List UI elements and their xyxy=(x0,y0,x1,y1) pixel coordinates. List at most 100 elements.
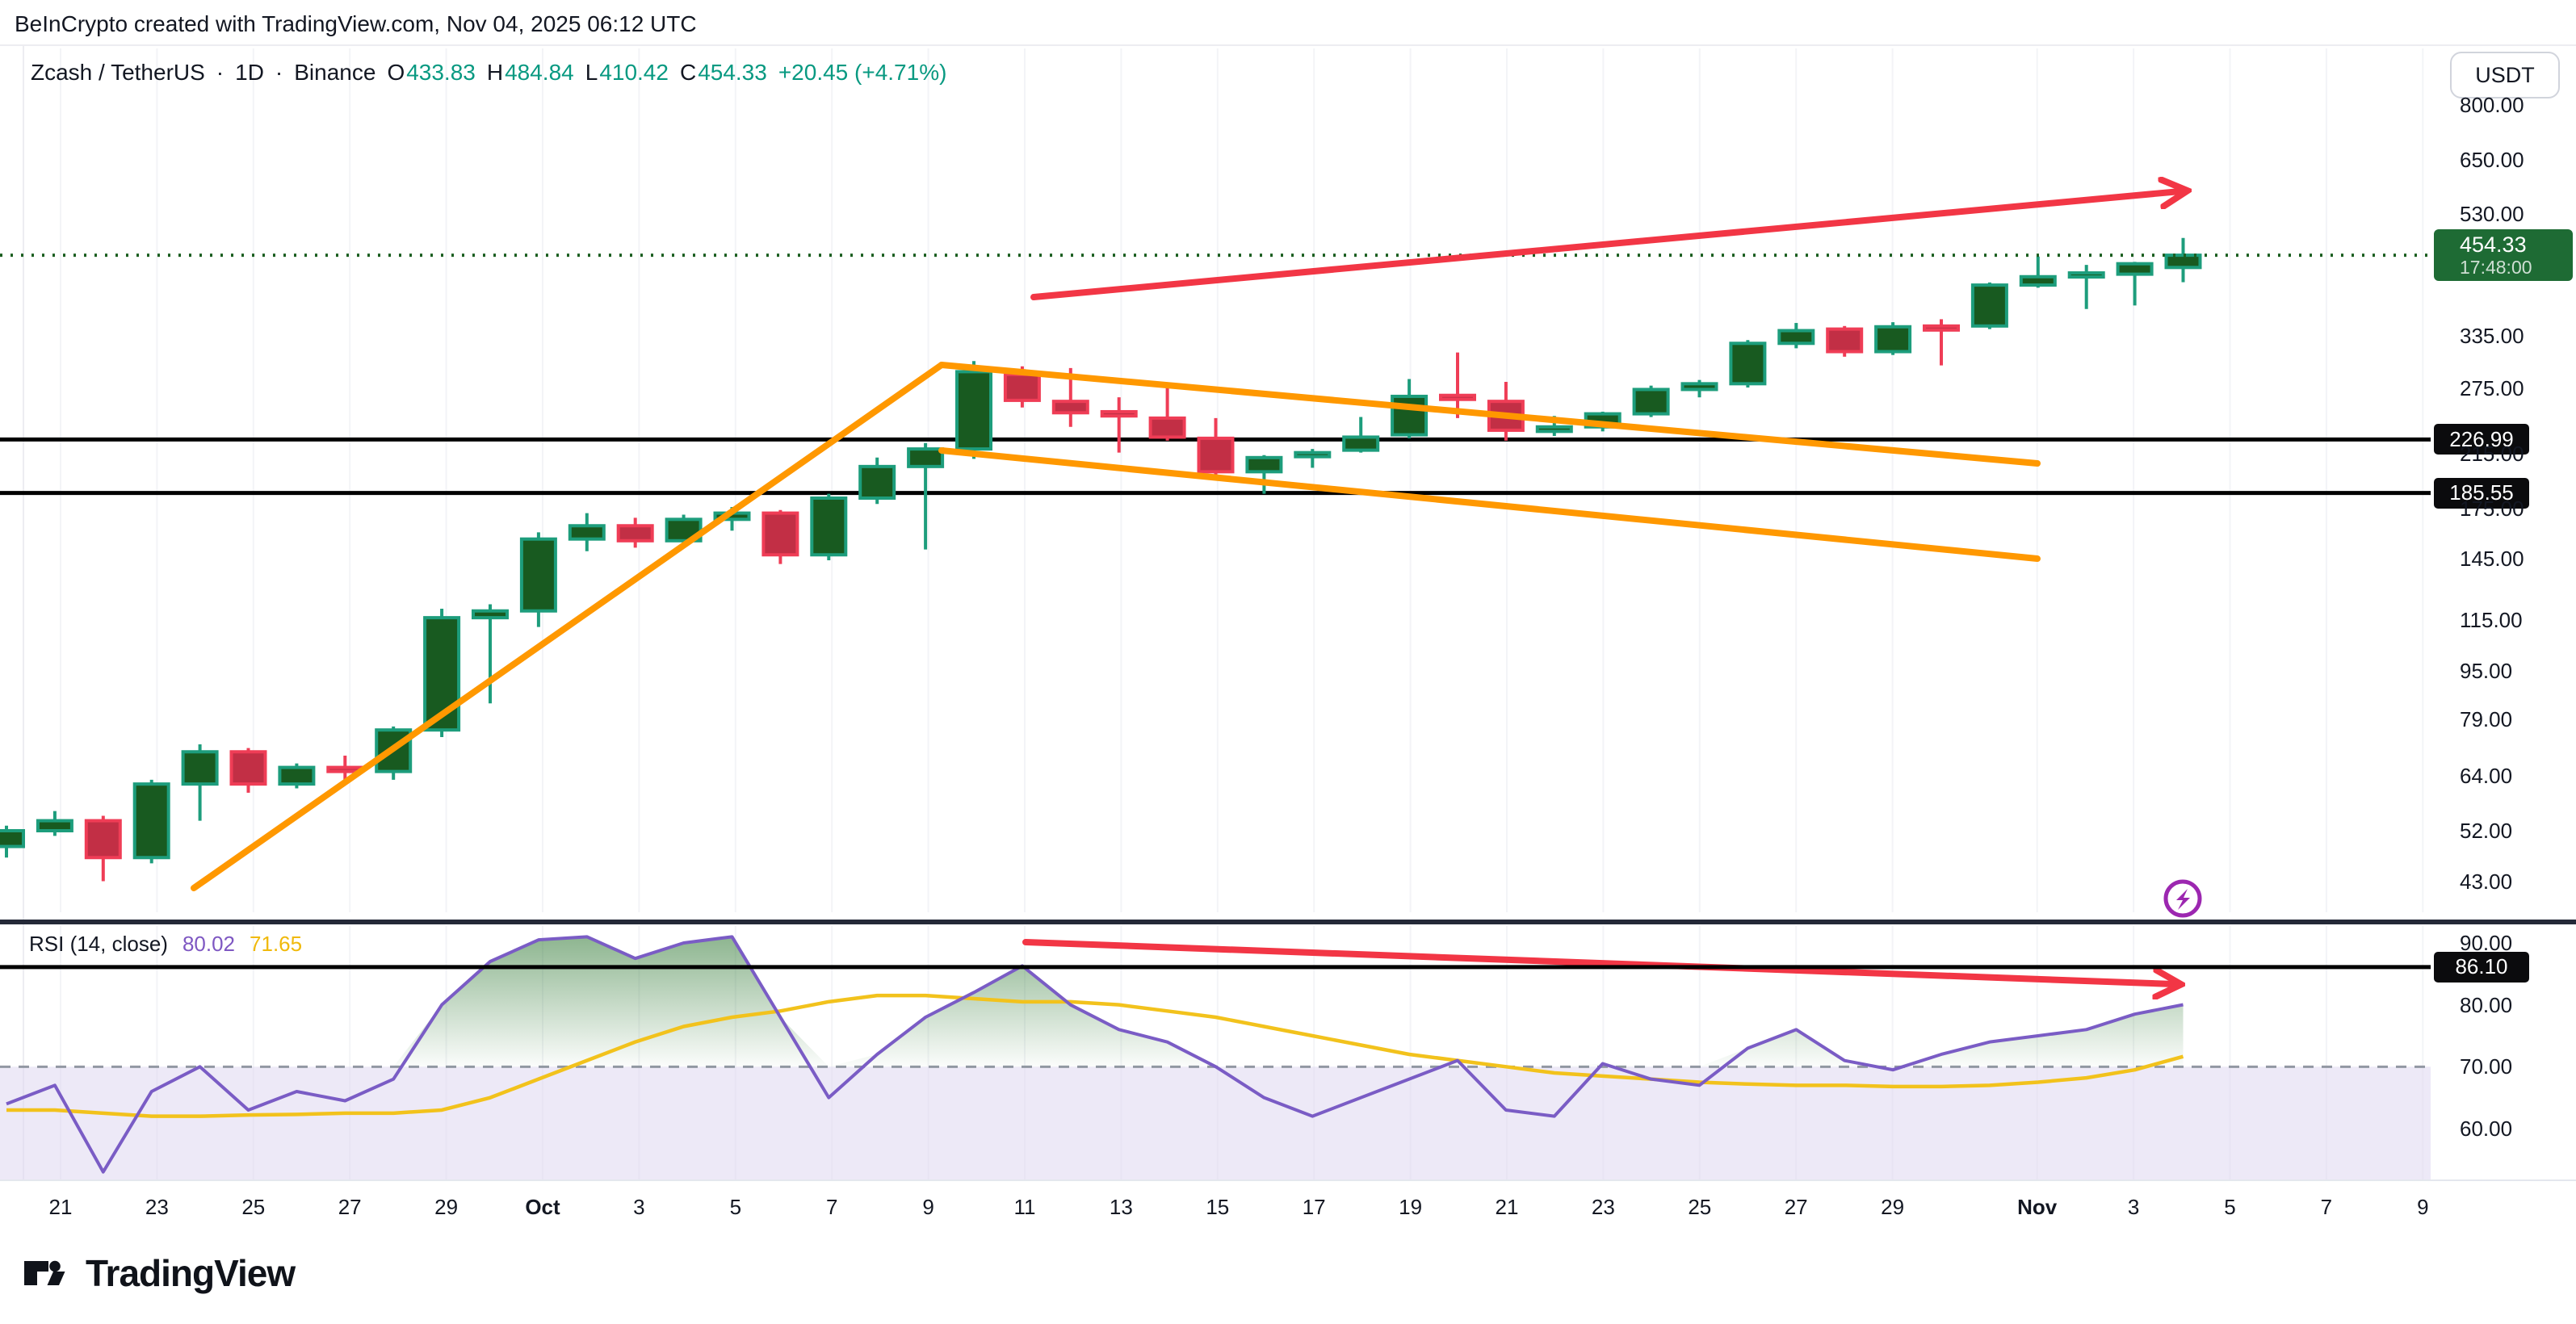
candle-body xyxy=(1294,450,1332,459)
date-label-19: 19 xyxy=(1399,1195,1423,1219)
date-label-29: 29 xyxy=(1881,1195,1905,1219)
price-tick-label: 64.00 xyxy=(2460,763,2513,788)
rsi-ma-value: 71.65 xyxy=(250,932,303,956)
trendline-pennant-lower xyxy=(938,447,2041,562)
symbol-header: Zcash / TetherUS · 1D · Binance O 433.83 … xyxy=(31,60,946,86)
date-label-13: 13 xyxy=(1109,1195,1133,1219)
rsi-title: RSI (14, close) xyxy=(29,932,168,956)
candle-body xyxy=(1051,400,1089,415)
price-tick-label: 79.00 xyxy=(2460,707,2513,732)
candle-body xyxy=(229,750,267,786)
rsi-line xyxy=(6,935,2184,1174)
date-label-11: 11 xyxy=(1013,1195,1036,1219)
symbol-name[interactable]: Zcash / TetherUS xyxy=(31,60,205,85)
candle-body xyxy=(36,819,73,833)
date-label-23: 23 xyxy=(1591,1195,1615,1219)
candle-body xyxy=(1777,329,1815,346)
candle-body xyxy=(1923,324,1960,332)
ohlc-low: L 410.42 xyxy=(585,60,669,85)
candle-body xyxy=(907,447,945,468)
candle-body xyxy=(1439,393,1476,401)
trendline-ascending-support xyxy=(191,362,945,891)
candle-body xyxy=(955,370,992,451)
date-label-nov: Nov xyxy=(2017,1195,2058,1219)
lightning-icon xyxy=(2163,879,2202,918)
candle-body xyxy=(2116,262,2154,276)
date-label-27: 27 xyxy=(338,1195,362,1219)
candle-body xyxy=(1729,341,1767,386)
ohlc-close: C 454.33 xyxy=(679,60,767,85)
candle-body xyxy=(858,464,896,500)
candle-body xyxy=(1197,436,1235,474)
last-price-value: 454.33 xyxy=(2460,233,2527,257)
tradingview-logo-text: TradingView xyxy=(86,1252,296,1294)
candle-body xyxy=(2019,274,2057,287)
currency-toggle-button[interactable]: USDT xyxy=(2450,52,2560,98)
candle-body xyxy=(616,524,654,543)
candle-body xyxy=(1100,409,1138,418)
ohlc-open: O 433.83 xyxy=(387,60,476,85)
exchange-label: Binance xyxy=(294,60,376,85)
date-label-9: 9 xyxy=(922,1195,934,1219)
rsi-level-badge: 86.10 xyxy=(2434,951,2529,983)
date-label-oct: Oct xyxy=(525,1195,560,1219)
last-price-badge: 454.33 17:48:00 xyxy=(2434,229,2573,281)
price-tick-label: 43.00 xyxy=(2460,869,2513,894)
separator: · xyxy=(216,60,224,85)
price-tick-label: 800.00 xyxy=(2460,93,2524,118)
date-label-7: 7 xyxy=(2320,1195,2333,1219)
candle-body xyxy=(761,511,799,557)
candle-body xyxy=(519,537,557,613)
arrow-price-projection xyxy=(1030,191,2180,300)
date-label-7: 7 xyxy=(825,1195,838,1219)
change-value: +20.45 (+4.71%) xyxy=(778,60,947,85)
date-label-29: 29 xyxy=(434,1195,459,1219)
candle-body xyxy=(568,524,606,541)
candle-body xyxy=(278,765,316,786)
date-label-5: 5 xyxy=(729,1195,742,1219)
date-label-3: 3 xyxy=(633,1195,645,1219)
tradingview-logo[interactable]: TradingView xyxy=(23,1251,296,1295)
date-label-27: 27 xyxy=(1784,1195,1808,1219)
candle-body xyxy=(2164,253,2202,270)
candle-body xyxy=(84,819,122,860)
candle-body xyxy=(810,496,848,557)
price-tick-label: 52.00 xyxy=(2460,819,2513,843)
date-label-5: 5 xyxy=(2224,1195,2236,1219)
date-label-3: 3 xyxy=(2127,1195,2140,1219)
rsi-ma-line xyxy=(6,993,2184,1118)
watermark-attribution: BeInCrypto created with TradingView.com,… xyxy=(15,11,697,36)
candle-body xyxy=(1391,394,1429,437)
date-label-21: 21 xyxy=(1495,1195,1519,1219)
rsi-legend[interactable]: RSI (14, close) 80.02 71.65 xyxy=(29,932,302,957)
price-tick-label: 95.00 xyxy=(2460,658,2513,683)
candle-body xyxy=(132,782,170,860)
candle-body xyxy=(0,829,25,848)
price-tick-label: 650.00 xyxy=(2460,148,2524,173)
price-tick-label: 215.00 xyxy=(2460,442,2524,467)
rsi-value: 80.02 xyxy=(182,932,236,956)
candle-body xyxy=(1632,388,1670,416)
rsi-tick-label: 70.00 xyxy=(2460,1054,2513,1079)
date-label-25: 25 xyxy=(1688,1195,1712,1219)
candle-body xyxy=(1148,416,1186,439)
rsi-band xyxy=(0,1066,2431,1180)
candle-body xyxy=(1826,327,1864,354)
date-label-15: 15 xyxy=(1206,1195,1230,1219)
trendline-pennant-upper xyxy=(938,362,2041,467)
candle-body xyxy=(1342,435,1380,452)
candle-body xyxy=(1003,372,1041,402)
tradingview-logo-icon xyxy=(24,1260,65,1285)
candle-body xyxy=(1970,283,2008,328)
rsi-tick-label: 80.00 xyxy=(2460,992,2513,1017)
price-tick-label: 115.00 xyxy=(2460,607,2523,632)
interval-label[interactable]: 1D xyxy=(235,60,264,85)
level-badge-185: 185.55 xyxy=(2434,477,2529,509)
candle-body xyxy=(181,750,219,786)
candle-body xyxy=(1874,325,1912,354)
price-tick-label: 145.00 xyxy=(2460,546,2524,571)
date-label-9: 9 xyxy=(2417,1195,2429,1219)
candle-body xyxy=(1680,382,1718,392)
